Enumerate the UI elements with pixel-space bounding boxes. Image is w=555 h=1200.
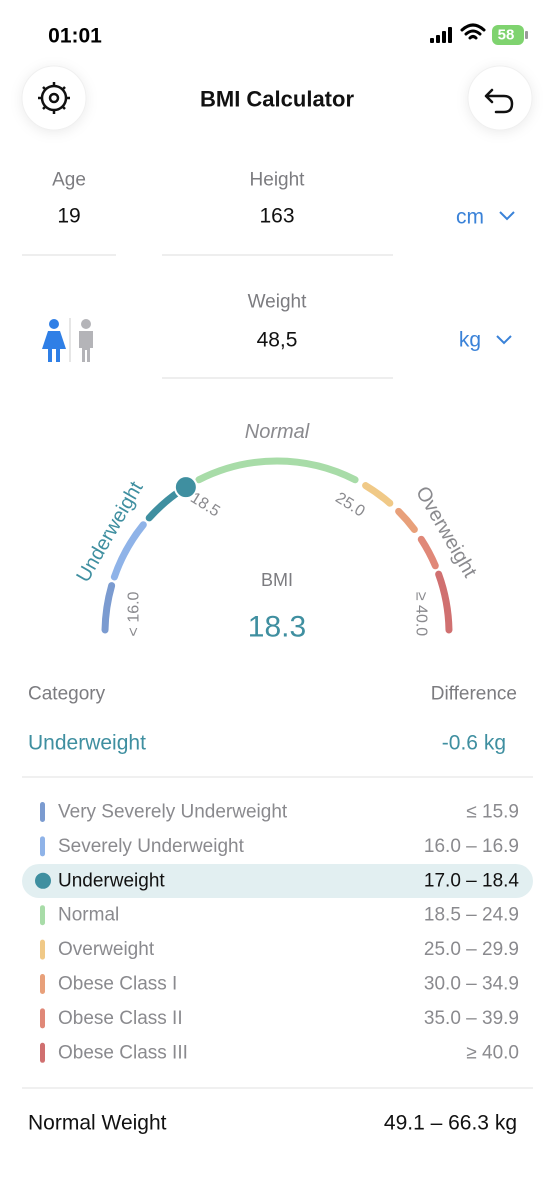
category-name: Normal (58, 905, 119, 926)
male-icon[interactable] (79, 319, 93, 362)
gauge-segment (110, 521, 147, 581)
back-icon (484, 88, 514, 114)
gauge-indicator (173, 475, 198, 500)
gauge-segment (195, 457, 359, 484)
battery-level: 58 (498, 27, 515, 44)
settings-icon (38, 82, 70, 114)
category-label: Category (28, 684, 106, 705)
age-label: Age (52, 170, 86, 191)
category-value: Underweight (28, 732, 146, 755)
category-name: Severely Underweight (58, 836, 245, 857)
age-value[interactable]: 19 (57, 205, 80, 228)
row-marker (40, 1008, 45, 1029)
battery-tip (525, 31, 528, 39)
difference-value: -0.6 kg (442, 732, 506, 755)
weight-unit[interactable]: kg (459, 329, 481, 352)
wifi-icon (460, 23, 486, 40)
row-marker (40, 939, 45, 960)
bmi-value: 18.3 (248, 611, 306, 644)
status-time: 01:01 (48, 25, 102, 48)
difference-label: Difference (431, 684, 517, 705)
gauge-segment (417, 535, 439, 570)
chevron (496, 335, 512, 345)
row-marker (40, 802, 45, 822)
row-highlight (22, 864, 533, 898)
gauge-segment (362, 482, 394, 507)
gauge-segment (101, 582, 116, 634)
female-icon[interactable] (42, 319, 66, 362)
category-name: Obese Class I (58, 974, 177, 995)
row-marker (40, 1042, 45, 1063)
category-name: Very Severely Underweight (58, 802, 288, 823)
bmi-gauge (101, 457, 453, 634)
normal-weight-value: 49.1 – 66.3 kg (384, 1112, 517, 1135)
row-marker (35, 872, 51, 889)
category-range: ≥ 40.0 (466, 1042, 519, 1063)
gauge-title: BMI (261, 570, 293, 590)
category-name: Obese Class II (58, 1008, 183, 1029)
height-unit[interactable]: cm (456, 206, 484, 229)
back-button[interactable] (467, 65, 533, 131)
normal-weight-label: Normal Weight (28, 1112, 167, 1135)
gauge-tick: ≥ 40.0 (413, 592, 430, 636)
category-range: 30.0 – 34.9 (424, 974, 519, 995)
category-table: Very Severely Underweight ≤ 15.9 Severely … (35, 802, 520, 1063)
category-range: 16.0 – 16.9 (424, 836, 519, 857)
weight-value[interactable]: 48,5 (257, 329, 298, 352)
category-name: Obese Class III (58, 1042, 188, 1063)
category-range: 18.5 – 24.9 (424, 905, 519, 926)
gauge-segment (395, 507, 418, 533)
category-range: 25.0 – 29.9 (424, 939, 519, 960)
height-value[interactable]: 163 (259, 205, 294, 228)
signal-icon (430, 27, 452, 43)
gauge-label-normal: Normal (245, 421, 310, 443)
weight-label: Weight (248, 292, 308, 313)
battery-icon (492, 25, 524, 45)
settings-button[interactable] (21, 65, 87, 131)
row-marker (40, 974, 45, 994)
category-range: ≤ 15.9 (466, 802, 519, 823)
category-name: Overweight (58, 939, 155, 960)
gauge-segment (435, 570, 453, 634)
screen-title: BMI Calculator (200, 87, 354, 112)
category-range: 17.0 – 18.4 (424, 870, 520, 891)
gauge-tick: < 16.0 (126, 591, 143, 636)
chevron (499, 211, 515, 221)
height-label: Height (250, 170, 306, 191)
category-range: 35.0 – 39.9 (424, 1008, 519, 1029)
row-marker (40, 905, 45, 926)
category-name: Underweight (58, 870, 165, 891)
row-marker (40, 836, 45, 857)
